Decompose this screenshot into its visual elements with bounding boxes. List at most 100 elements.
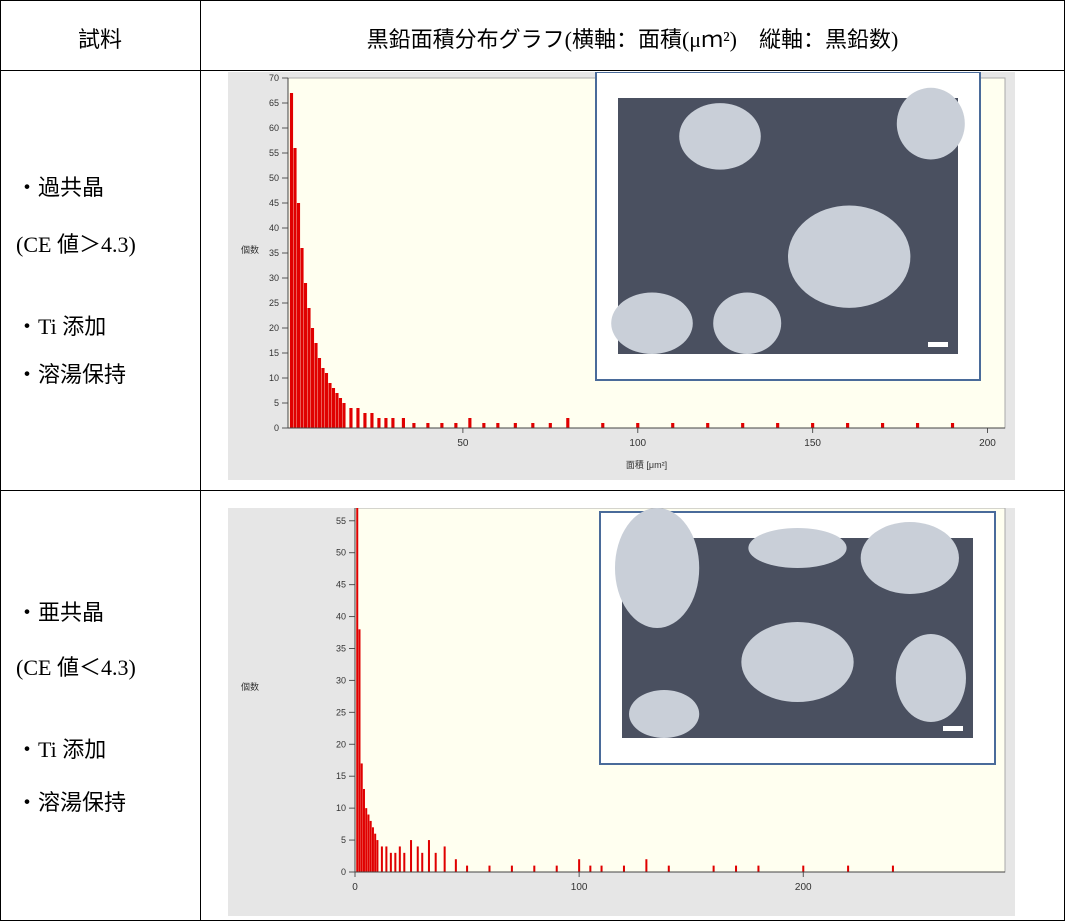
bar <box>556 866 558 872</box>
micrograph-region <box>713 293 781 354</box>
bar <box>636 423 639 428</box>
bar <box>402 418 405 428</box>
y-tick-label: 0 <box>274 423 279 433</box>
y-axis-label: 個数 <box>241 244 259 255</box>
sample-text: ・溶湯保持 <box>16 785 126 817</box>
bar <box>428 840 430 872</box>
y-tick-label: 10 <box>336 803 346 813</box>
bar <box>394 853 396 872</box>
y-tick-label: 5 <box>274 398 279 408</box>
bar <box>328 383 331 428</box>
micrograph-region <box>741 622 853 702</box>
bar <box>741 423 744 428</box>
bar <box>846 423 849 428</box>
bar <box>847 866 849 872</box>
bar <box>297 203 300 428</box>
bar <box>533 866 535 872</box>
bar <box>589 866 591 872</box>
bar <box>335 393 338 428</box>
bar <box>417 846 419 872</box>
bar <box>381 846 383 872</box>
micrograph-region <box>615 508 699 628</box>
bar <box>356 508 358 872</box>
bar <box>951 423 954 428</box>
bar <box>713 866 715 872</box>
x-tick-label: 100 <box>629 438 646 449</box>
bar <box>892 866 894 872</box>
micrograph-region <box>788 206 910 308</box>
bar <box>757 866 759 872</box>
y-tick-label: 20 <box>269 323 279 333</box>
y-tick-label: 25 <box>269 298 279 308</box>
bar <box>776 423 779 428</box>
y-tick-label: 35 <box>269 248 279 258</box>
bar <box>668 866 670 872</box>
border <box>0 490 1065 491</box>
bar <box>881 423 884 428</box>
bar <box>290 93 293 428</box>
bar <box>412 423 415 428</box>
x-tick-label: 50 <box>457 438 469 449</box>
bar <box>802 866 804 872</box>
bar <box>496 423 499 428</box>
bar <box>444 846 446 872</box>
bar <box>370 413 373 428</box>
sample-text: ・溶湯保持 <box>16 357 126 389</box>
bar <box>482 423 485 428</box>
micrograph-region <box>611 293 693 354</box>
bar <box>339 398 342 428</box>
micrograph-region <box>679 103 761 170</box>
x-tick-label: 0 <box>352 882 358 893</box>
bar <box>391 418 394 428</box>
bar <box>454 423 457 428</box>
y-tick-label: 30 <box>269 273 279 283</box>
bar <box>370 821 372 872</box>
bar <box>578 859 580 872</box>
y-tick-label: 30 <box>336 675 346 685</box>
bar <box>455 859 457 872</box>
bar <box>363 413 366 428</box>
micrograph-region <box>897 88 965 160</box>
bar <box>321 368 324 428</box>
bar <box>390 853 392 872</box>
bar <box>307 308 310 428</box>
bar <box>361 763 363 872</box>
bar <box>367 815 369 872</box>
y-tick-label: 55 <box>336 516 346 526</box>
bar <box>735 866 737 872</box>
y-tick-label: 25 <box>336 707 346 717</box>
bar <box>468 418 471 428</box>
micrograph-region <box>748 528 846 568</box>
bar <box>466 866 468 872</box>
bar <box>440 423 443 428</box>
bar <box>435 853 437 872</box>
bar <box>377 418 380 428</box>
bar <box>376 840 378 872</box>
bar <box>511 866 513 872</box>
bar <box>325 373 328 428</box>
y-tick-label: 35 <box>336 643 346 653</box>
y-tick-label: 15 <box>336 771 346 781</box>
y-axis-label: 個数 <box>241 681 259 692</box>
bar <box>488 866 490 872</box>
bar <box>300 248 303 428</box>
bar <box>304 283 307 428</box>
sample-text: (CE 値＞4.3) <box>16 227 136 259</box>
border <box>200 0 201 921</box>
bar <box>374 834 376 872</box>
border <box>0 0 1065 1</box>
bar <box>311 328 314 428</box>
bar <box>332 388 335 428</box>
y-tick-label: 50 <box>336 548 346 558</box>
page: 試料 黒鉛面積分布グラフ(横軸：面積(μｍ²) 縦軸：黒鉛数) ・過共晶(CE … <box>0 0 1065 921</box>
y-tick-label: 40 <box>269 223 279 233</box>
bar <box>293 148 296 428</box>
bar <box>399 846 401 872</box>
bar <box>363 789 365 872</box>
x-tick-label: 100 <box>571 882 588 893</box>
y-tick-label: 60 <box>269 123 279 133</box>
y-tick-label: 45 <box>269 198 279 208</box>
y-tick-label: 50 <box>269 173 279 183</box>
